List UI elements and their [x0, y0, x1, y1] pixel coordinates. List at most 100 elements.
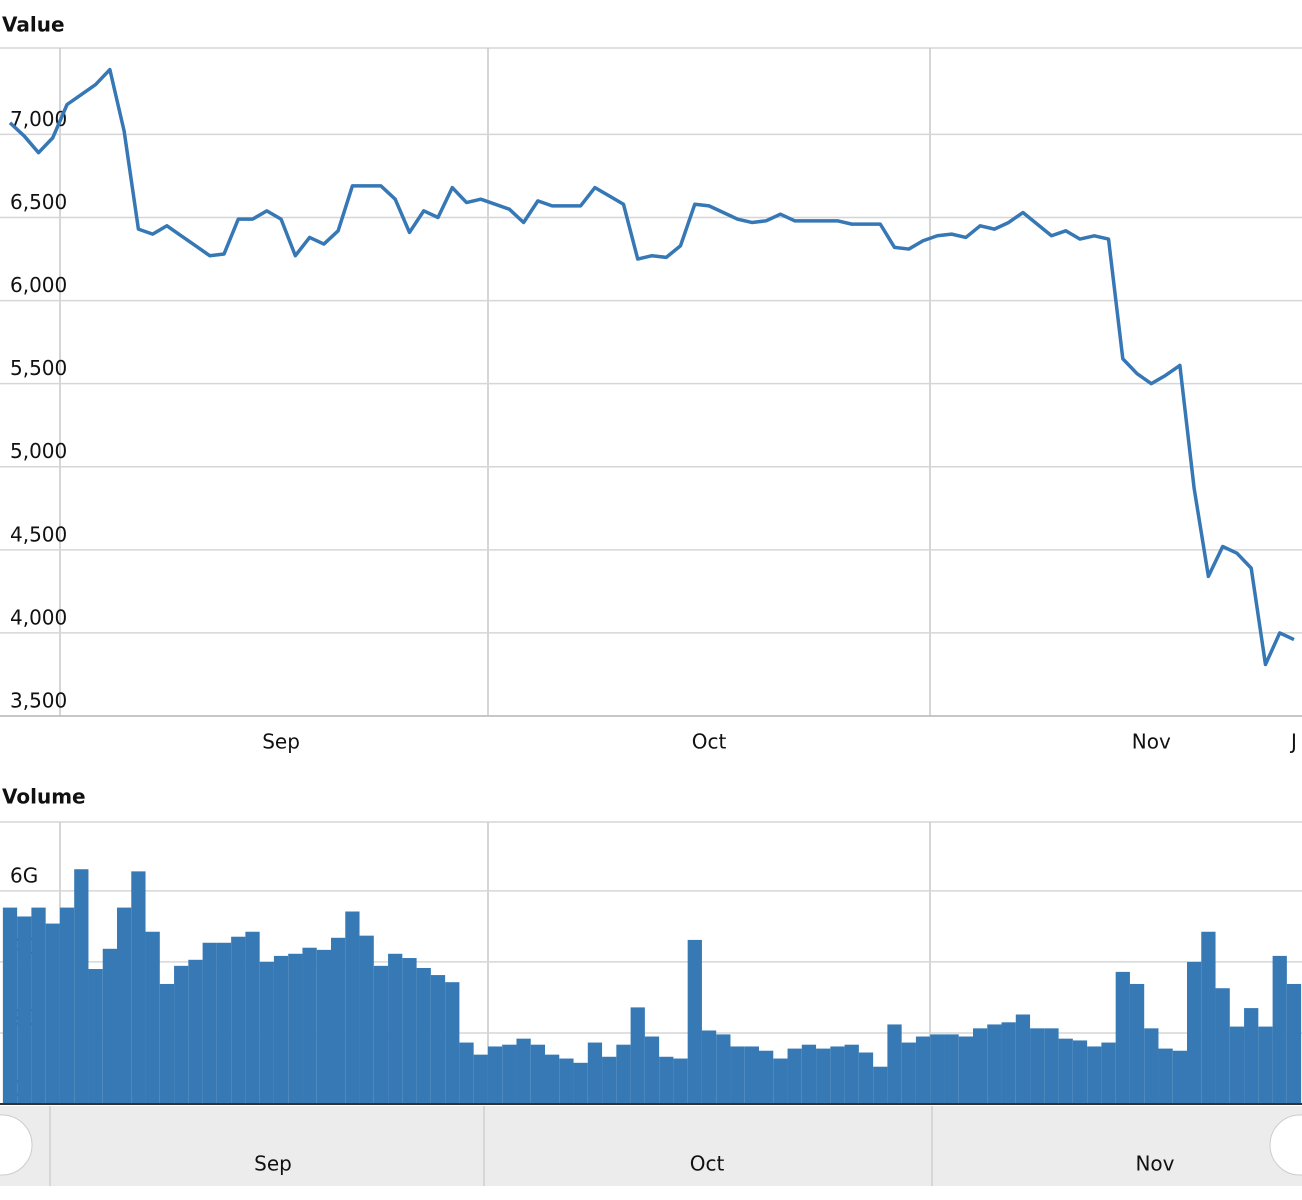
volume-bar [1115, 971, 1130, 1104]
volume-bar [915, 1036, 931, 1104]
volume-bar [559, 1058, 574, 1104]
volume-bar [1286, 983, 1302, 1104]
volume-bar [545, 1054, 560, 1104]
volume-bar [402, 958, 417, 1104]
volume-bar [787, 1048, 802, 1104]
volume-bar [1258, 1026, 1273, 1104]
volume-bar [302, 947, 317, 1104]
volume-bar [1101, 1042, 1116, 1104]
volume-bar [1201, 931, 1216, 1104]
volume-bar [216, 942, 232, 1104]
volume-bar [844, 1044, 859, 1104]
volume-bar [1215, 988, 1230, 1104]
navigator-label: Nov [1135, 1152, 1174, 1176]
navigator-handle[interactable] [1269, 1114, 1302, 1176]
x-tick-label: Nov [1132, 730, 1171, 754]
volume-bar [630, 1007, 645, 1104]
volume-bar [373, 965, 389, 1104]
volume-bar [1129, 983, 1145, 1104]
volume-bar [1030, 1028, 1045, 1104]
volume-bar [45, 923, 60, 1104]
volume-bar [388, 953, 403, 1104]
navigator-label: Oct [690, 1152, 725, 1176]
volume-bar [816, 1048, 831, 1104]
volume-bar [345, 911, 360, 1104]
volume-bar [487, 1046, 503, 1104]
navigator[interactable] [0, 1106, 1302, 1186]
volume-bar [430, 975, 446, 1104]
volume-bar [873, 1066, 888, 1104]
volume-bar [1158, 1048, 1173, 1104]
volume-bar [759, 1050, 774, 1104]
volume-bar [973, 1028, 988, 1104]
volume-bar [1272, 955, 1287, 1104]
volume-bar [1087, 1046, 1102, 1104]
volume-bar [901, 1042, 916, 1104]
x-tick-label: J [1289, 730, 1297, 754]
volume-bar [602, 1056, 617, 1104]
volume-bar [416, 967, 431, 1104]
volume-bar [573, 1062, 588, 1104]
volume-bar [958, 1036, 973, 1104]
x-tick-label: Sep [262, 730, 300, 754]
x-tick-label: Oct [692, 730, 727, 754]
volume-bar [273, 955, 289, 1104]
volume-bar [445, 982, 460, 1104]
volume-bar [2, 907, 18, 1104]
volume-bar [773, 1058, 788, 1104]
volume-bar [245, 931, 260, 1104]
navigator-handle[interactable] [0, 1114, 33, 1176]
volume-bar [231, 936, 246, 1104]
y-tick-label: 6G [10, 863, 38, 887]
volume-bar [359, 935, 374, 1104]
volume-bar [830, 1046, 845, 1104]
volume-bar [1244, 1008, 1259, 1104]
volume-bar [1001, 1022, 1016, 1104]
volume-bar [673, 1058, 688, 1104]
volume-bar [716, 1034, 731, 1104]
volume-bar [1072, 1040, 1088, 1104]
volume-bar [516, 1038, 531, 1104]
volume-bar [202, 942, 217, 1104]
volume-bar [17, 916, 32, 1104]
volume-bar [1015, 1014, 1031, 1104]
y-tick-label: 5,500 [10, 356, 67, 380]
y-tick-label: 6,500 [10, 190, 67, 214]
volume-bar [31, 907, 46, 1104]
volume-bar [316, 949, 331, 1104]
layout: Sep Oct Nov [0, 47, 1302, 1186]
volume-bar [59, 907, 75, 1104]
volume-bar [1187, 961, 1202, 1104]
volume-bar [858, 1052, 874, 1104]
volume-bar [1144, 1028, 1159, 1104]
y-tick-label: 6,000 [10, 273, 67, 297]
volume-bar [131, 871, 146, 1104]
volume-bar [473, 1054, 488, 1104]
navigator-label: Sep [254, 1152, 292, 1176]
volume-bar [587, 1042, 603, 1104]
volume-bar [701, 1030, 717, 1104]
volume-bar [74, 869, 89, 1104]
volume-bar [459, 1042, 474, 1104]
volume-bar [174, 965, 189, 1104]
y-tick-label: 4,000 [10, 605, 67, 629]
volume-bar [930, 1034, 945, 1104]
volume-bar [88, 969, 103, 1104]
volume-bar [687, 939, 702, 1104]
y-tick-label: 3,500 [10, 689, 67, 713]
volume-bar [1058, 1038, 1073, 1104]
volume-bar [288, 953, 303, 1104]
volume-bar [744, 1046, 759, 1104]
chart-title: Volume [2, 785, 86, 809]
volume-bar [987, 1024, 1002, 1104]
volume-bar [1044, 1028, 1059, 1104]
value-line [8, 67, 1295, 667]
volume-bar [944, 1034, 959, 1104]
volume-bar [159, 983, 175, 1104]
volume-bar [530, 1044, 545, 1104]
volume-bar [730, 1046, 745, 1104]
y-tick-label: 5,000 [10, 439, 67, 463]
volume-bar [259, 961, 274, 1104]
volume-bar [1172, 1050, 1187, 1104]
